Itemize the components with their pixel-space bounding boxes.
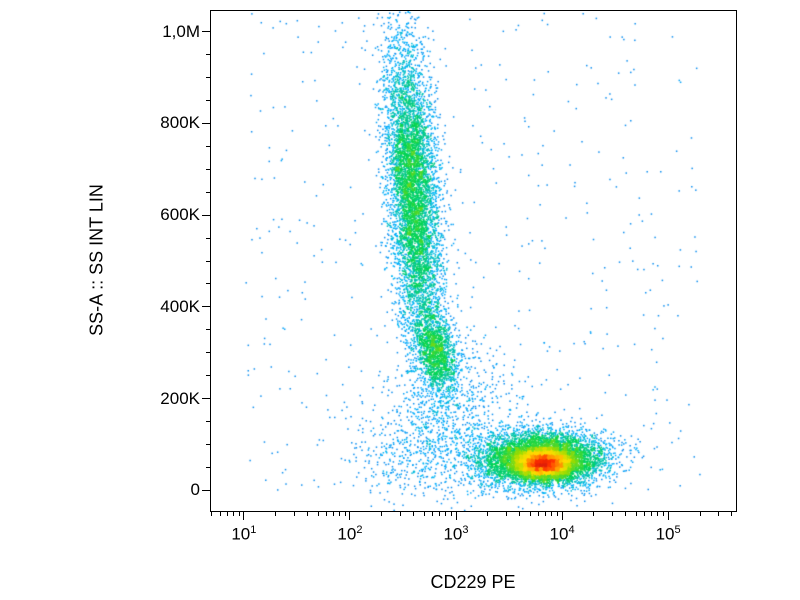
x-minor-tick bbox=[339, 512, 341, 516]
x-minor-tick bbox=[226, 512, 228, 516]
x-minor-tick bbox=[635, 512, 637, 516]
x-minor-tick bbox=[381, 512, 383, 516]
y-tick-label: 1,0M bbox=[162, 21, 200, 41]
y-tick-label: 800K bbox=[160, 113, 200, 133]
x-minor-tick bbox=[545, 512, 547, 516]
y-minor-tick bbox=[206, 99, 210, 101]
x-minor-tick bbox=[699, 512, 701, 516]
y-minor-tick bbox=[206, 168, 210, 170]
y-minor-tick bbox=[206, 421, 210, 423]
x-minor-tick bbox=[450, 512, 452, 516]
x-minor-tick bbox=[625, 512, 627, 516]
x-minor-tick bbox=[506, 512, 508, 516]
x-minor-tick bbox=[445, 512, 447, 516]
y-major-tick bbox=[202, 398, 210, 400]
y-minor-tick bbox=[206, 260, 210, 262]
x-minor-tick bbox=[651, 512, 653, 516]
x-minor-tick bbox=[307, 512, 309, 516]
y-minor-tick bbox=[206, 443, 210, 445]
x-minor-tick bbox=[233, 512, 235, 516]
x-minor-tick bbox=[657, 512, 659, 516]
y-minor-tick bbox=[206, 375, 210, 377]
density-scatter-canvas bbox=[211, 11, 736, 511]
x-minor-tick bbox=[612, 512, 614, 516]
x-tick-label: 102 bbox=[337, 524, 363, 544]
x-minor-tick bbox=[519, 512, 521, 516]
x-minor-tick bbox=[275, 512, 277, 516]
x-minor-tick bbox=[344, 512, 346, 516]
plot-area bbox=[210, 10, 737, 512]
x-minor-tick bbox=[400, 512, 402, 516]
x-major-tick bbox=[561, 512, 563, 520]
y-major-tick bbox=[202, 31, 210, 33]
x-major-tick bbox=[455, 512, 457, 520]
x-minor-tick bbox=[731, 512, 733, 516]
x-tick-label: 105 bbox=[655, 524, 681, 544]
x-minor-tick bbox=[317, 512, 319, 516]
y-minor-tick bbox=[206, 352, 210, 354]
y-axis-title: SS-A :: SS INT LIN bbox=[86, 184, 107, 336]
y-minor-tick bbox=[206, 145, 210, 147]
x-minor-tick bbox=[593, 512, 595, 516]
x-axis-title: CD229 PE bbox=[430, 572, 516, 592]
y-major-tick bbox=[202, 214, 210, 216]
y-minor-tick bbox=[206, 283, 210, 285]
y-major-tick bbox=[202, 489, 210, 491]
x-major-tick bbox=[349, 512, 351, 520]
x-minor-tick bbox=[431, 512, 433, 516]
x-minor-tick bbox=[219, 512, 221, 516]
y-minor-tick bbox=[206, 466, 210, 468]
x-minor-tick bbox=[551, 512, 553, 516]
x-tick-label: 103 bbox=[443, 524, 469, 544]
x-major-tick bbox=[243, 512, 245, 520]
y-minor-tick bbox=[206, 77, 210, 78]
x-tick-label: 104 bbox=[549, 524, 575, 544]
y-tick-label: 200K bbox=[160, 388, 200, 408]
x-minor-tick bbox=[325, 512, 327, 516]
y-minor-tick bbox=[206, 237, 210, 239]
x-minor-tick bbox=[662, 512, 664, 516]
x-minor-tick bbox=[556, 512, 558, 516]
x-minor-tick bbox=[423, 512, 425, 516]
x-tick-label: 101 bbox=[231, 524, 257, 544]
y-minor-tick bbox=[206, 191, 210, 193]
y-tick-label: 0 bbox=[190, 480, 200, 500]
x-minor-tick bbox=[538, 512, 540, 516]
x-minor-tick bbox=[487, 512, 489, 516]
y-tick-label: 600K bbox=[160, 205, 200, 225]
x-minor-tick bbox=[439, 512, 441, 516]
x-minor-tick bbox=[644, 512, 646, 516]
x-minor-tick bbox=[413, 512, 415, 516]
y-tick-label: 400K bbox=[160, 296, 200, 316]
x-minor-tick bbox=[238, 512, 240, 516]
y-minor-tick bbox=[206, 329, 210, 331]
x-major-tick bbox=[667, 512, 669, 520]
y-major-tick bbox=[202, 122, 210, 124]
x-minor-tick bbox=[293, 512, 295, 516]
y-minor-tick bbox=[206, 54, 210, 56]
x-minor-tick bbox=[718, 512, 720, 516]
x-minor-tick bbox=[333, 512, 334, 516]
x-minor-tick bbox=[529, 512, 531, 516]
y-major-tick bbox=[202, 306, 210, 308]
x-minor-tick bbox=[211, 512, 213, 516]
